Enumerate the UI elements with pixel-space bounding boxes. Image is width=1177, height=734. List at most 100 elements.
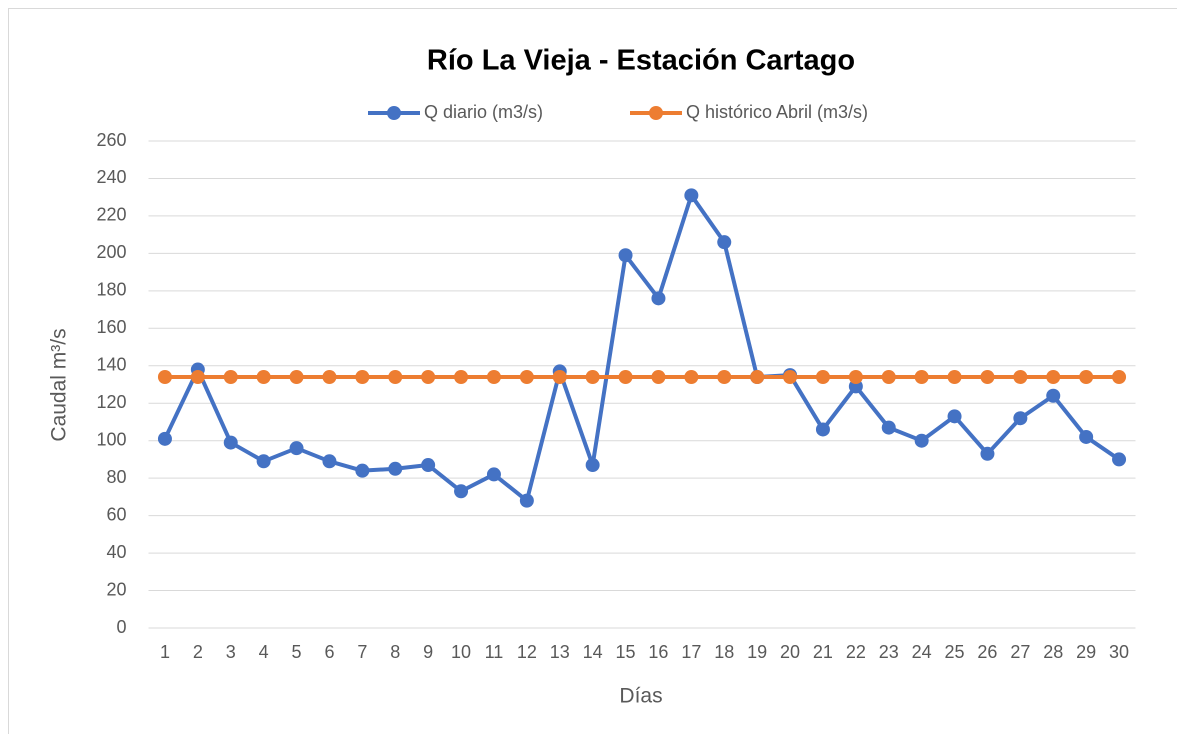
y-tick-label: 40 [106, 542, 126, 562]
data-point [980, 370, 995, 385]
x-tick-label: 16 [648, 642, 668, 662]
x-tick-label: 26 [977, 642, 997, 662]
x-tick-label: 1 [160, 642, 170, 662]
data-point [289, 370, 304, 385]
legend-marker [387, 106, 401, 120]
y-tick-label: 60 [106, 504, 126, 524]
y-tick-label: 120 [96, 392, 126, 412]
x-tick-label: 3 [226, 642, 236, 662]
data-point [684, 370, 699, 385]
legend-marker [649, 106, 663, 120]
data-point [1013, 411, 1028, 426]
data-point [1112, 370, 1127, 385]
chart-title: Río La Vieja - Estación Cartago [427, 45, 855, 77]
data-point [190, 370, 205, 385]
data-point [815, 422, 830, 437]
data-point [1046, 388, 1061, 403]
data-point [1046, 370, 1061, 385]
x-tick-label: 4 [259, 642, 269, 662]
data-point [651, 370, 666, 385]
data-point [947, 409, 962, 424]
data-point [519, 370, 534, 385]
x-tick-label: 8 [390, 642, 400, 662]
x-tick-label: 23 [879, 642, 899, 662]
y-tick-label: 140 [96, 355, 126, 375]
y-tick-label: 80 [106, 467, 126, 487]
x-tick-label: 14 [583, 642, 603, 662]
x-tick-label: 28 [1043, 642, 1063, 662]
data-point [585, 370, 600, 385]
x-tick-label: 15 [616, 642, 636, 662]
legend-label: Q histórico Abril (m3/s) [686, 102, 868, 122]
data-point [454, 484, 469, 499]
data-point [980, 446, 995, 461]
x-tick-label: 19 [747, 642, 767, 662]
data-point [486, 370, 501, 385]
x-tick-label: 5 [292, 642, 302, 662]
data-point [256, 370, 271, 385]
data-point [388, 370, 403, 385]
data-point [914, 433, 929, 448]
x-tick-label: 13 [550, 642, 570, 662]
data-point [1079, 370, 1094, 385]
data-point [289, 441, 304, 456]
data-point [223, 370, 238, 385]
data-point [717, 370, 732, 385]
data-point [454, 370, 469, 385]
data-point [618, 370, 633, 385]
data-point [421, 458, 436, 473]
x-tick-label: 7 [357, 642, 367, 662]
data-point [421, 370, 436, 385]
x-tick-label: 29 [1076, 642, 1096, 662]
data-point [881, 420, 896, 435]
data-point [684, 188, 699, 203]
x-tick-label: 11 [485, 642, 504, 662]
data-point [322, 454, 337, 469]
data-point [322, 370, 337, 385]
data-point [783, 370, 798, 385]
data-point [585, 458, 600, 473]
x-tick-label: 12 [517, 642, 537, 662]
data-point [717, 235, 732, 250]
x-axis-label: Días [619, 685, 662, 708]
y-tick-label: 100 [96, 429, 126, 449]
data-point [157, 370, 172, 385]
data-point [914, 370, 929, 385]
x-tick-label: 27 [1010, 642, 1030, 662]
data-point [519, 493, 534, 508]
data-point [848, 370, 863, 385]
data-point [651, 291, 666, 306]
x-tick-label: 20 [780, 642, 800, 662]
y-tick-label: 160 [96, 317, 126, 337]
legend-label: Q diario (m3/s) [424, 102, 543, 122]
y-tick-label: 200 [96, 242, 126, 262]
data-point [157, 431, 172, 446]
x-tick-label: 25 [945, 642, 965, 662]
x-tick-label: 21 [813, 642, 833, 662]
data-point [355, 463, 370, 478]
data-point [881, 370, 896, 385]
y-axis-label: Caudal m³/s [48, 328, 71, 441]
data-point [947, 370, 962, 385]
y-tick-label: 240 [96, 167, 126, 187]
data-point [1013, 370, 1028, 385]
data-point [223, 435, 238, 450]
data-point [1079, 429, 1094, 444]
x-tick-label: 9 [423, 642, 433, 662]
x-tick-label: 6 [324, 642, 334, 662]
x-tick-label: 18 [714, 642, 734, 662]
data-point [618, 248, 633, 263]
y-tick-label: 260 [96, 130, 126, 150]
x-tick-label: 17 [681, 642, 701, 662]
x-tick-label: 2 [193, 642, 203, 662]
x-tick-label: 10 [451, 642, 471, 662]
data-point [1112, 452, 1127, 467]
y-tick-label: 0 [116, 617, 126, 637]
data-point [256, 454, 271, 469]
data-point [388, 461, 403, 476]
data-point [552, 370, 567, 385]
y-tick-label: 220 [96, 205, 126, 225]
y-tick-label: 180 [96, 280, 126, 300]
x-tick-label: 24 [912, 642, 932, 662]
